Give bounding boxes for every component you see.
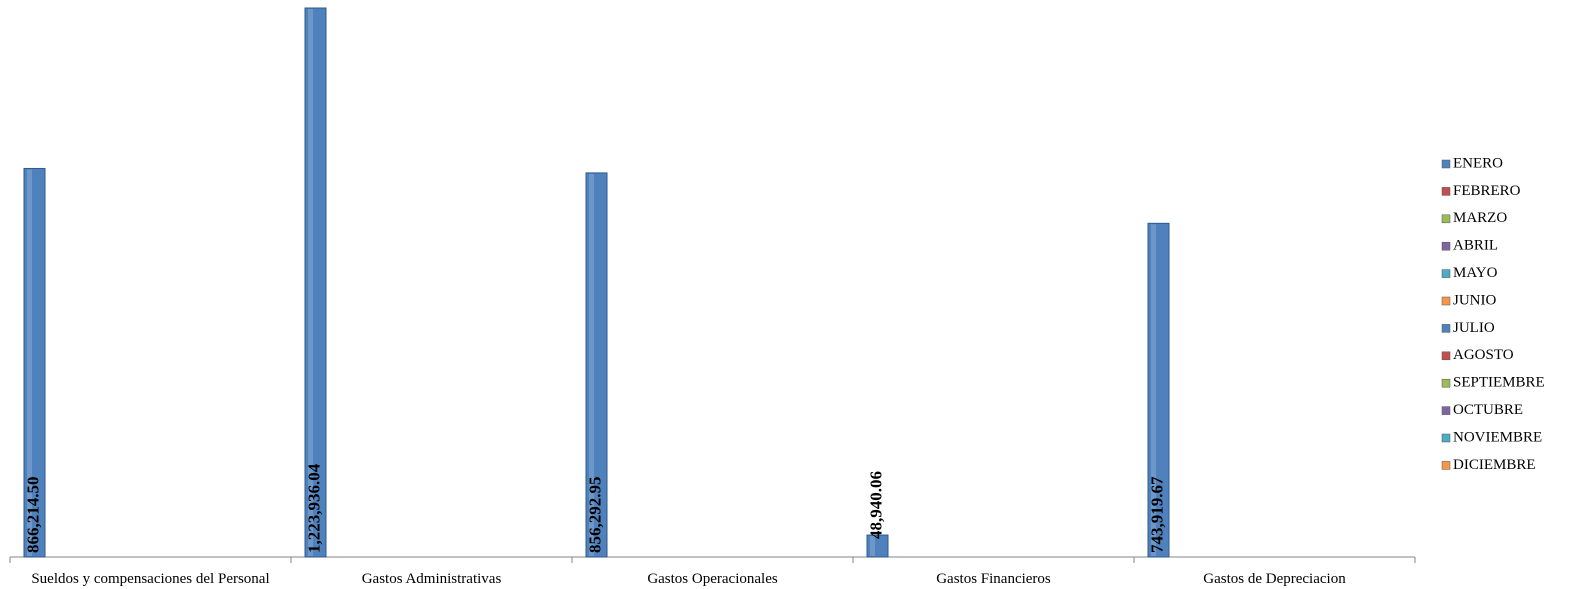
legend-swatch (1441, 241, 1451, 251)
legend-swatch (1441, 187, 1451, 196)
legend-label: SEPTIEMBRE (1453, 375, 1545, 391)
legend-swatch (1441, 406, 1451, 415)
legend-swatch (1441, 351, 1451, 361)
bar-highlight (308, 9, 313, 556)
bar (304, 7, 327, 558)
legend-swatch (1441, 214, 1451, 224)
x-tick-label: Sueldos y compensaciones del Personal (31, 571, 269, 587)
x-tick-label: Gastos de Depreciacion (1203, 571, 1346, 587)
legend-swatch (1441, 461, 1451, 470)
legend-swatch (1441, 433, 1451, 443)
bar (23, 167, 46, 558)
bar-highlight (589, 173, 594, 556)
bar (866, 534, 889, 558)
legend-label: OCTUBRE (1453, 402, 1523, 418)
x-tick-label: Gastos Operacionales (647, 571, 778, 587)
legend-label: AGOSTO (1453, 347, 1514, 363)
bar (1147, 222, 1170, 558)
legend-swatch (1441, 269, 1451, 278)
legend-label: ENERO (1453, 155, 1503, 171)
legend-label: ABRIL (1453, 238, 1498, 254)
bar-highlight (27, 169, 32, 556)
legend-swatch (1441, 378, 1451, 388)
value-label: 866,214.50 (23, 477, 42, 554)
value-label: 48,940.06 (866, 471, 885, 539)
legend-label: JUNIO (1453, 292, 1496, 308)
legend-label: MARZO (1453, 210, 1507, 226)
legend-label: JULIO (1453, 320, 1495, 336)
bar-highlight (1151, 224, 1156, 556)
legend-swatch (1441, 324, 1451, 333)
legend-swatch (1441, 159, 1451, 169)
x-tick-label: Gastos Administrativas (362, 571, 502, 587)
legend-label: FEBRERO (1453, 183, 1521, 199)
value-label: 1,223,936.04 (304, 463, 323, 553)
legend-swatch (1441, 296, 1451, 306)
legend-label: DICIEMBRE (1453, 457, 1536, 473)
bar-highlight (870, 536, 875, 556)
x-tick-label: Gastos Financieros (936, 571, 1051, 587)
legend-label: MAYO (1453, 265, 1498, 281)
value-label: 856,292.95 (585, 477, 604, 554)
value-label: 743,919.67 (1147, 476, 1166, 553)
legend-label: NOVIEMBRE (1453, 429, 1542, 445)
bar (585, 172, 608, 558)
